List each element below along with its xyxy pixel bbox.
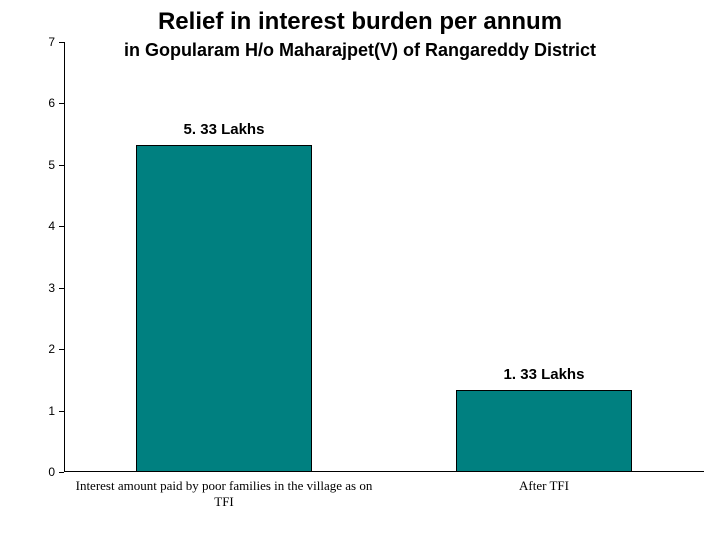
bar-value-label: 1. 33 Lakhs [444,366,644,383]
y-tick-label: 0 [25,465,55,479]
y-tick [59,42,64,43]
y-axis [64,42,65,472]
y-tick [59,288,64,289]
y-tick [59,349,64,350]
bar-value-label: 5. 33 Lakhs [124,121,324,138]
x-category-label: Interest amount paid by poor families in… [72,478,376,510]
y-tick-label: 3 [25,281,55,295]
y-tick-label: 2 [25,342,55,356]
y-tick [59,103,64,104]
y-tick [59,226,64,227]
y-tick-label: 1 [25,404,55,418]
bar [136,145,312,472]
x-category-label: After TFI [392,478,696,494]
plot-area: 012345675. 33 LakhsInterest amount paid … [64,42,704,472]
y-tick-label: 4 [25,219,55,233]
chart-container: Relief in interest burden per annum in G… [0,0,720,540]
y-tick [59,165,64,166]
chart-title: Relief in interest burden per annum [0,8,720,36]
bar [456,390,632,472]
y-tick [59,472,64,473]
y-tick-label: 7 [25,35,55,49]
y-tick-label: 5 [25,158,55,172]
y-tick [59,411,64,412]
y-tick-label: 6 [25,96,55,110]
